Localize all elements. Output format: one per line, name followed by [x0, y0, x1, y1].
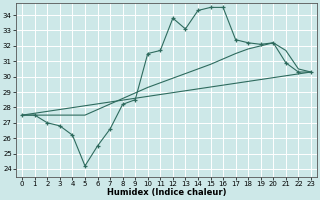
X-axis label: Humidex (Indice chaleur): Humidex (Indice chaleur)	[107, 188, 226, 197]
